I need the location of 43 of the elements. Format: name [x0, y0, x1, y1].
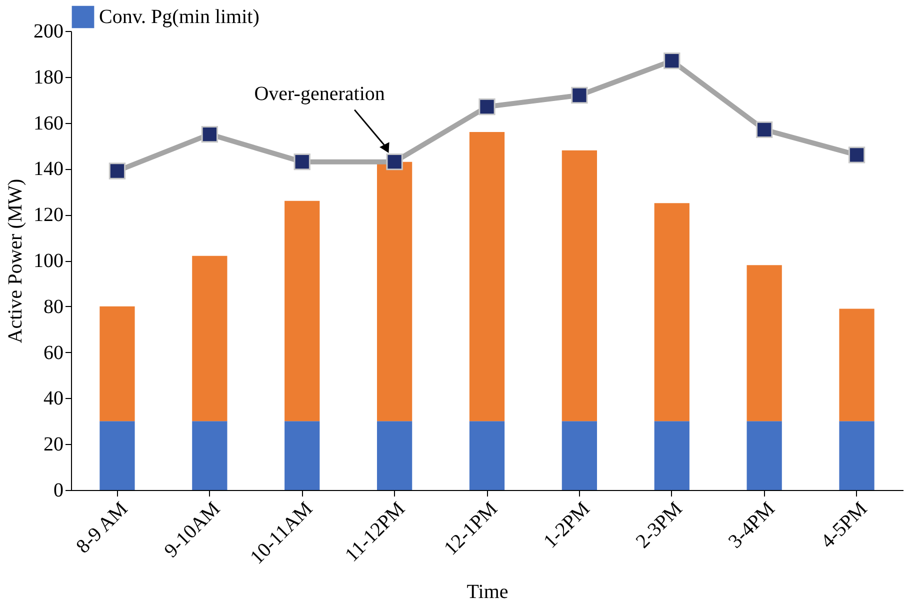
y-tick-label: 80 [44, 296, 64, 318]
legend-label: Conv. Pg(min limit) [99, 6, 260, 28]
annotation: Over-generation [254, 82, 385, 105]
bar [654, 203, 690, 422]
bar [562, 150, 598, 422]
point [756, 121, 773, 138]
bar [746, 421, 782, 490]
y-tick-label: 0 [54, 480, 64, 502]
x-tick-label: 8-9 AM [72, 498, 132, 558]
bar [562, 421, 598, 490]
bar [376, 162, 412, 422]
point [108, 162, 126, 180]
point [571, 86, 588, 104]
x-axis-title: Time [466, 580, 508, 603]
bar [654, 421, 690, 490]
y-tick-label: 60 [44, 342, 64, 364]
bar [284, 421, 320, 490]
bar [469, 421, 505, 490]
bar [192, 256, 228, 422]
point [294, 153, 310, 170]
bar [839, 421, 874, 490]
point [478, 98, 496, 116]
point [201, 126, 218, 143]
bar [100, 306, 135, 422]
y-tick-label: 20 [44, 434, 64, 456]
bar [284, 200, 320, 422]
bar [746, 265, 782, 422]
point [386, 153, 403, 170]
bar [839, 308, 874, 422]
y-tick-label: 140 [34, 158, 64, 180]
y-tick-label: 200 [34, 20, 64, 42]
bar [100, 421, 135, 490]
y-tick-label: 120 [34, 204, 64, 226]
bar [376, 421, 412, 490]
y-axis-title: Active Power (MW) [4, 178, 26, 344]
bar [469, 132, 505, 422]
y-tick-label: 180 [34, 66, 64, 88]
point [848, 146, 866, 164]
bar [192, 421, 228, 490]
y-tick-label: 40 [44, 388, 64, 410]
y-tick-label: 160 [34, 112, 64, 134]
y-tick-label: 100 [34, 250, 64, 272]
point [664, 52, 680, 70]
